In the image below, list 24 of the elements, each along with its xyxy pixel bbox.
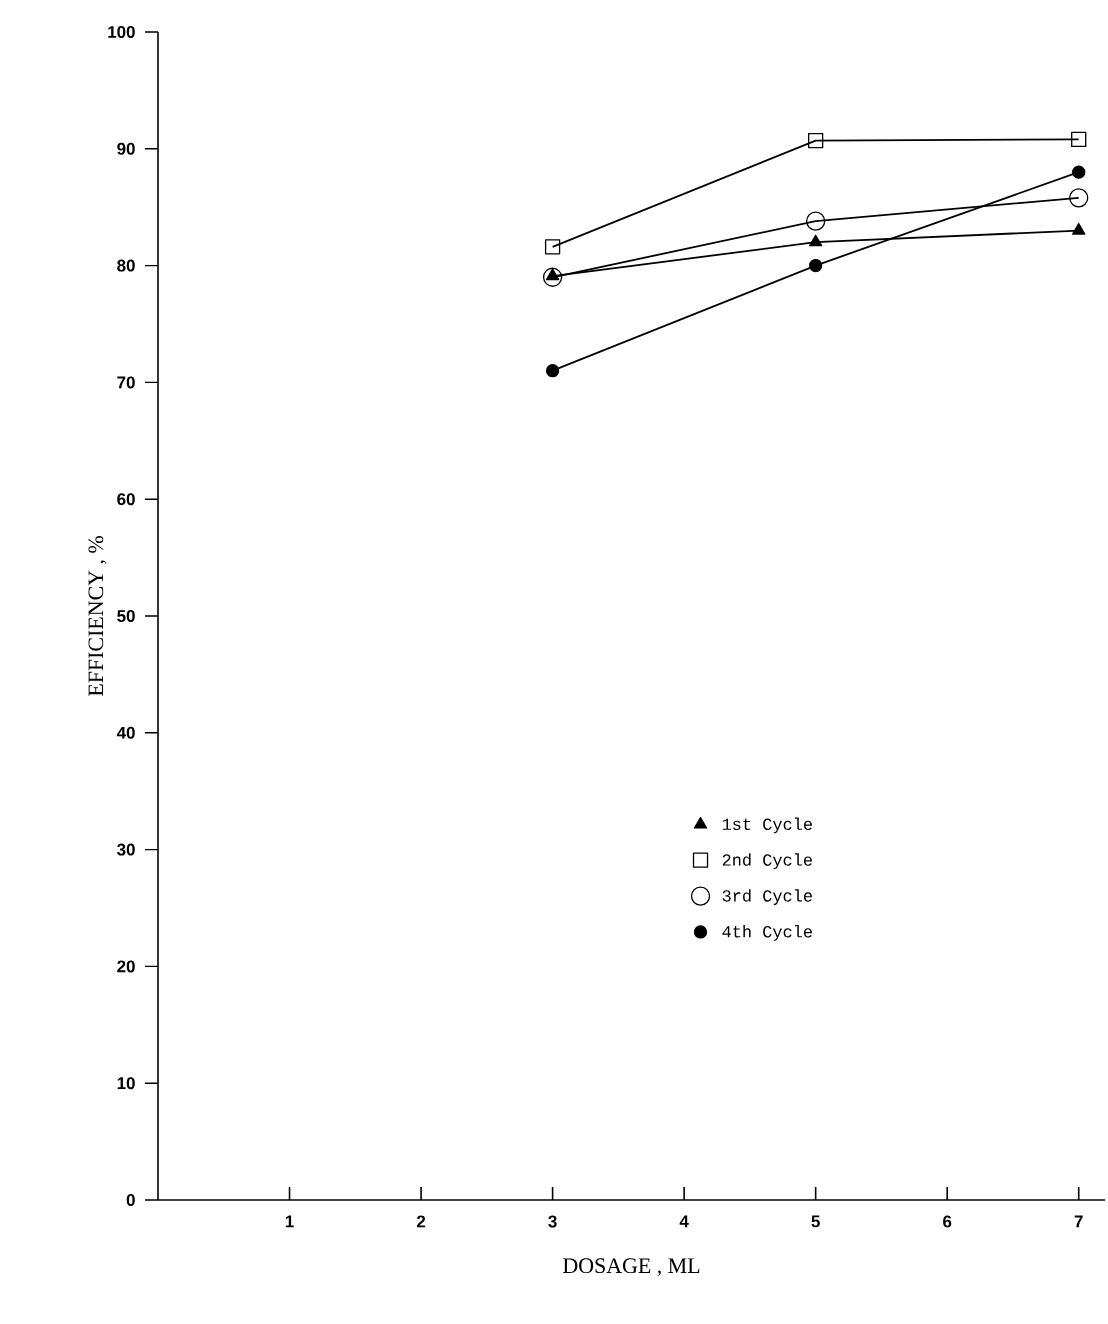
y-tick-label: 50 bbox=[117, 609, 135, 622]
y-tick-label: 90 bbox=[117, 142, 135, 155]
y-tick-label: 0 bbox=[126, 1194, 135, 1206]
y-tick-label: 70 bbox=[117, 376, 135, 389]
x-tick-label: 7 bbox=[1074, 1215, 1083, 1228]
y-tick-label: 100 bbox=[108, 25, 135, 38]
legend-label: 4th Cycle bbox=[722, 925, 812, 941]
y-tick-label: 20 bbox=[117, 960, 135, 973]
y-tick-label: 10 bbox=[117, 1077, 135, 1090]
legend-label: 3rd Cycle bbox=[722, 889, 812, 905]
x-tick-label: 5 bbox=[811, 1215, 820, 1228]
y-tick-label: 30 bbox=[117, 843, 135, 856]
x-tick-label: 1 bbox=[285, 1215, 294, 1228]
x-tick-label: 4 bbox=[679, 1215, 689, 1228]
x-axis-title: DOSAGE , ML bbox=[563, 1258, 700, 1277]
x-tick-label: 6 bbox=[943, 1215, 952, 1228]
x-tick-label: 3 bbox=[548, 1215, 557, 1228]
y-tick-label: 80 bbox=[117, 259, 135, 272]
legend-label: 1st Cycle bbox=[722, 817, 812, 834]
y-tick-label: 40 bbox=[116, 726, 135, 739]
y-tick-label: 60 bbox=[117, 493, 135, 506]
y-axis-title: EFFICIENCY , % bbox=[88, 536, 107, 697]
legend-label: 2nd Cycle bbox=[722, 853, 812, 870]
x-tick-label: 2 bbox=[416, 1215, 426, 1228]
